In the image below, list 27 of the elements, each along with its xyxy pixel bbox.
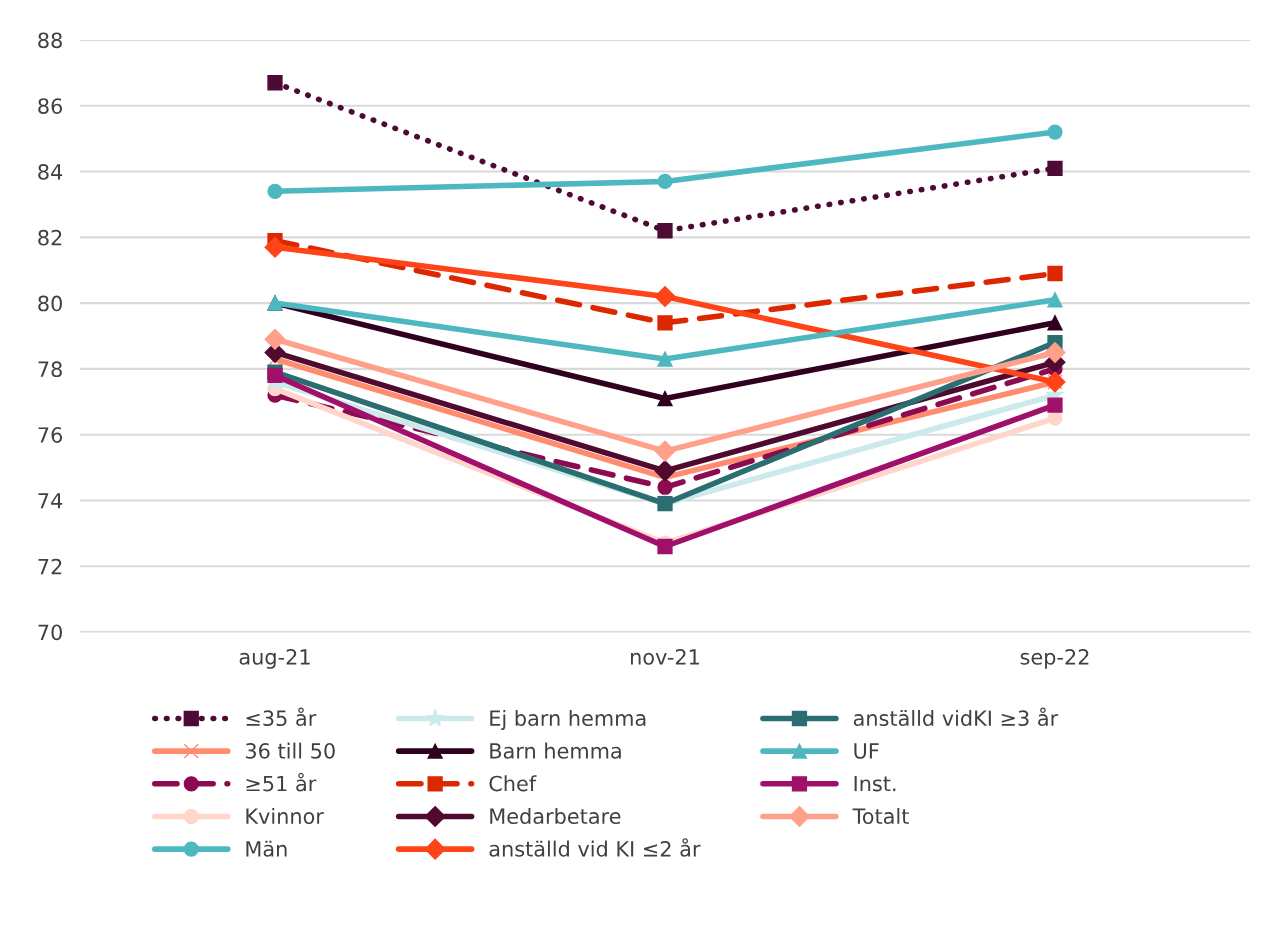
legend-label: anställd vid KI ≤2 år xyxy=(489,838,701,857)
x-tick-label: nov-21 xyxy=(631,649,699,665)
legend-label: Inst. xyxy=(854,775,896,792)
y-tick-label: 74 xyxy=(38,493,63,509)
legend-label: Män xyxy=(246,840,287,857)
legend-label: Totalt xyxy=(852,807,909,825)
legend-label: Ej barn hemma xyxy=(490,709,646,731)
x-tick-label: sep-22 xyxy=(1020,649,1089,669)
y-tick-label: 70 xyxy=(38,624,62,641)
legend-label: Barn hemma xyxy=(490,742,621,759)
y-tick-label: 80 xyxy=(38,295,62,312)
y-tick-label: 78 xyxy=(38,361,62,378)
legend-label: Kvinnor xyxy=(246,807,324,825)
legend-label: UF xyxy=(854,743,879,759)
x-tick-label: aug-21 xyxy=(239,649,310,669)
legend-label: Medarbetare xyxy=(490,807,621,825)
y-tick-label: 76 xyxy=(38,427,63,443)
legend-label: ≥51 år xyxy=(246,772,317,792)
y-tick-label: 82 xyxy=(38,229,62,246)
y-tick-label: 72 xyxy=(38,558,62,575)
legend-label: 36 till 50 xyxy=(245,742,335,759)
y-tick-label: 88 xyxy=(38,32,62,49)
y-tick-label: 86 xyxy=(38,98,63,114)
y-tick-label: 84 xyxy=(38,164,63,180)
legend-label: anställd vidKI ≥3 år xyxy=(853,707,1059,727)
legend-label: Chef xyxy=(489,775,537,792)
legend-label: ≤35 år xyxy=(246,707,317,727)
